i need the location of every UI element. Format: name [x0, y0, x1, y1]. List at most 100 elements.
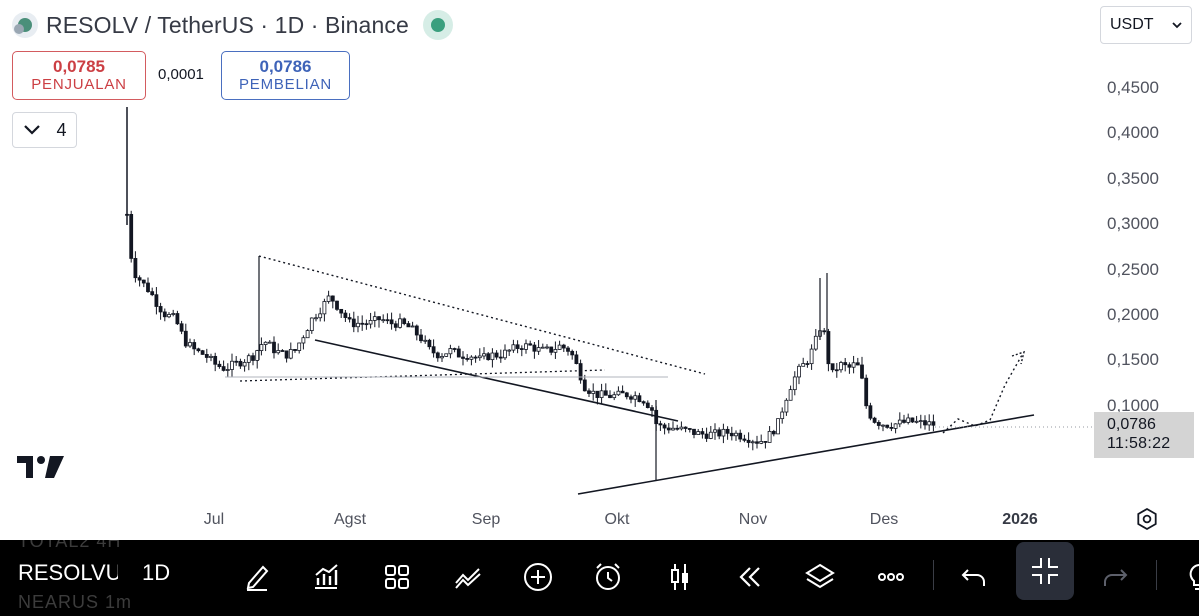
- candle-body: [347, 317, 352, 320]
- candle-body: [599, 390, 604, 398]
- chart-type-button[interactable]: [657, 554, 703, 600]
- candle-body: [822, 330, 827, 333]
- candle-body: [692, 428, 696, 435]
- candle-body: [402, 318, 407, 324]
- candle-body: [171, 313, 176, 315]
- candle-body: [608, 394, 612, 399]
- undo-button[interactable]: [951, 554, 997, 600]
- candle-body: [179, 323, 184, 332]
- more-icon: [878, 573, 904, 581]
- candles-icon: [671, 564, 688, 590]
- candle-body: [717, 429, 722, 437]
- projection-arrowhead: [1011, 350, 1025, 365]
- last-price-value: 0,0786: [1107, 416, 1156, 433]
- market-status-indicator[interactable]: [422, 10, 453, 40]
- candle-body: [767, 430, 772, 443]
- candle-body: [671, 427, 675, 431]
- candle-body: [582, 379, 587, 392]
- candle-body: [343, 312, 348, 318]
- buy-price: 0,0786: [259, 57, 312, 76]
- fullscreen-exit-icon: [1032, 558, 1058, 584]
- redo-button[interactable]: [1092, 554, 1138, 600]
- candle-body: [351, 318, 356, 328]
- chart-settings-icon[interactable]: [1135, 507, 1159, 531]
- candle-body: [746, 439, 751, 443]
- candle-body: [578, 363, 583, 381]
- candle-body: [238, 360, 243, 367]
- symbol-logo: [12, 12, 38, 38]
- symbol-header[interactable]: RESOLV / TetherUS · 1D · Binance: [12, 8, 453, 42]
- candle-body: [666, 427, 671, 431]
- candle-body: [545, 346, 549, 349]
- light-button[interactable]: [1176, 554, 1199, 600]
- candle-body: [910, 417, 915, 423]
- candle-body: [708, 431, 713, 439]
- drawing-tools-button[interactable]: [445, 554, 491, 600]
- add-icon: [524, 563, 552, 591]
- candle-body: [809, 348, 814, 365]
- more-button[interactable]: [868, 554, 914, 600]
- layers-button[interactable]: [797, 554, 843, 600]
- candle-body: [553, 349, 558, 353]
- spread-value: 0,0001: [158, 66, 204, 83]
- candle-body: [301, 337, 306, 344]
- replay-button[interactable]: [726, 554, 772, 600]
- alert-button[interactable]: [585, 554, 631, 600]
- candle-body: [141, 279, 146, 284]
- candle-body: [419, 334, 423, 342]
- fullscreen-exit-button[interactable]: [1016, 542, 1074, 600]
- candle-body: [876, 422, 881, 426]
- candle-body: [885, 424, 890, 428]
- candle-body: [771, 430, 776, 435]
- candle-body: [923, 420, 927, 426]
- currency-select[interactable]: USDT: [1100, 6, 1192, 44]
- candle-body: [776, 418, 780, 435]
- candle-body: [318, 313, 323, 319]
- candle-body: [713, 429, 717, 433]
- symbol-title[interactable]: RESOLV / TetherUS · 1D · Binance: [46, 11, 409, 38]
- candle-body: [511, 344, 516, 351]
- candle-body: [406, 323, 411, 328]
- candle-body: [675, 427, 680, 430]
- candle-body: [444, 353, 449, 357]
- candle-body: [612, 394, 617, 399]
- candle-body: [872, 417, 877, 423]
- tradingview-logo: [17, 456, 64, 478]
- add-button[interactable]: [515, 554, 561, 600]
- sell-button[interactable]: 0,0785 PENJUALAN: [12, 51, 146, 100]
- candle-body: [465, 358, 470, 360]
- candle-body: [326, 295, 331, 302]
- time-axis-label: Sep: [471, 511, 501, 528]
- candle-body: [595, 390, 600, 398]
- sell-label: PENJUALAN: [31, 76, 127, 93]
- buy-button[interactable]: 0,0786 PEMBELIAN: [221, 51, 350, 100]
- candle-body: [364, 323, 369, 326]
- candle-body: [339, 308, 344, 314]
- light-icon: [1189, 563, 1199, 590]
- price-axis-label: 0,3000: [1107, 214, 1159, 233]
- toolbar-symbol[interactable]: RESOLVUSDT: [18, 560, 118, 585]
- candle-body: [515, 344, 520, 349]
- indicator-count: 4: [56, 119, 67, 140]
- candle-body: [385, 319, 390, 322]
- candle-body: [431, 346, 436, 354]
- candle-body: [868, 405, 873, 419]
- candle-body: [906, 417, 911, 423]
- candle-body: [230, 360, 234, 370]
- candle-body: [847, 364, 852, 368]
- time-axis-label: Nov: [738, 511, 768, 528]
- candle-body: [209, 355, 213, 358]
- candle-body: [494, 352, 499, 358]
- indicators-button[interactable]: [303, 554, 349, 600]
- layouts-button[interactable]: [374, 554, 420, 600]
- candle-body: [662, 424, 667, 429]
- candle-body: [700, 431, 705, 435]
- chart-area[interactable]: RESOLV / TetherUS · 1D · Binance 0,0785 …: [0, 0, 1199, 540]
- ghost-watchlist-item: TOTAL2 4H: [18, 540, 122, 551]
- toolbar-interval[interactable]: 1D: [142, 560, 171, 585]
- drawing-pen-button[interactable]: [234, 554, 280, 600]
- candle-body: [356, 322, 360, 328]
- candle-body: [855, 362, 860, 366]
- indicators-toggle-button[interactable]: 4: [12, 112, 77, 148]
- price-chart[interactable]: [0, 0, 1199, 540]
